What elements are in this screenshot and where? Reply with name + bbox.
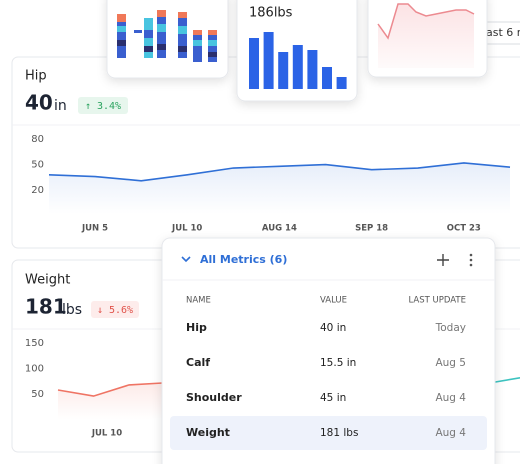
x-tick-label: AUG 14	[262, 224, 297, 234]
x-tick-label: OCT 23	[447, 224, 481, 234]
change-badge: ↑ 3.4%	[85, 101, 121, 112]
y-tick-label: 20	[31, 185, 44, 196]
card-title: Hip	[25, 69, 47, 84]
bar	[322, 67, 332, 89]
chevron[interactable]	[181, 256, 191, 263]
bar	[336, 77, 347, 89]
range-button-label[interactable]: ast 6 m	[486, 26, 520, 39]
x-tick-label: JUN 5	[81, 224, 108, 234]
popup-title[interactable]: All Metrics (6)	[200, 253, 287, 266]
more-button[interactable]	[469, 253, 473, 267]
bar	[249, 38, 259, 89]
y-tick-label: 150	[25, 338, 44, 349]
table-cell: Aug 4	[435, 427, 466, 439]
metrics-table: NAME VALUE LAST UPDATE Hip 40 in Today Calf 15.…	[186, 296, 466, 440]
table-cell: Calf	[186, 356, 210, 369]
column-header: VALUE	[320, 296, 347, 306]
table-cell: Shoulder	[186, 391, 242, 404]
column-header: NAME	[186, 296, 211, 306]
metric-value: 181	[25, 295, 67, 319]
preview-value: 186lbs	[249, 6, 293, 21]
y-tick-label: 50	[31, 160, 44, 171]
table-cell: Aug 4	[435, 392, 466, 404]
y-tick-label: 80	[31, 134, 44, 145]
table-cell: 40 in	[320, 322, 346, 334]
table-cell: 45 in	[320, 392, 346, 404]
card-title: Weight	[25, 273, 70, 288]
bar	[292, 45, 303, 89]
bar	[307, 50, 318, 89]
row-highlight	[170, 416, 487, 450]
line	[48, 162, 511, 182]
preview-card-line	[367, 0, 488, 78]
add-button[interactable]	[437, 254, 449, 266]
badge	[91, 301, 139, 318]
table-cell: 15.5 in	[320, 357, 356, 369]
table-cell: Today	[435, 322, 466, 334]
hip-chart: 20 50 80 JUN 5 JUL 10 AUG 14 SEP 18 OCT 23	[31, 134, 511, 234]
metric-unit: lbs	[62, 302, 82, 318]
x-tick-label: JUL 10	[91, 429, 122, 439]
table-cell: Hip	[186, 321, 207, 334]
column-header: LAST UPDATE	[409, 296, 467, 306]
table-cell: 181 lbs	[320, 427, 358, 439]
metrics-popup: All Metrics (6)	[161, 237, 496, 464]
change-badge: ↓ 5.6%	[97, 305, 133, 316]
bar	[278, 52, 289, 89]
mini-bars	[249, 32, 347, 89]
table-cell: Weight	[186, 426, 230, 439]
table-cell: Aug 5	[435, 357, 466, 369]
y-tick-label: 50	[31, 389, 44, 400]
y-tick-label: 100	[25, 364, 44, 375]
bar	[263, 32, 274, 89]
area	[49, 162, 510, 214]
badge	[78, 97, 128, 114]
metric-value: 40	[25, 91, 53, 115]
x-tick-label: JUL 10	[171, 224, 202, 234]
x-tick-label: SEP 18	[355, 224, 388, 234]
metric-unit: in	[54, 98, 67, 114]
preview-card-stacked	[106, 0, 229, 79]
